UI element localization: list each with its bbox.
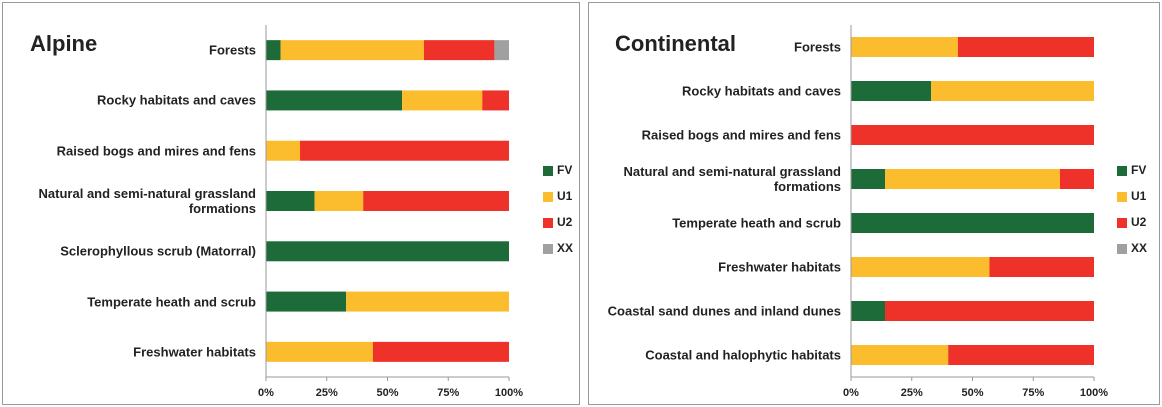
legend-swatch <box>543 244 553 254</box>
legend-label: U2 <box>1131 215 1147 229</box>
bar-segment <box>314 191 364 211</box>
bar-segment <box>266 90 403 111</box>
category-label: Rocky habitats and caves <box>682 83 841 99</box>
legend-swatch <box>543 192 553 202</box>
bar-segment <box>948 345 1094 365</box>
category-label: Raised bogs and mires and fens <box>641 127 841 143</box>
bar-segment <box>931 81 1094 101</box>
legend-swatch <box>1117 166 1127 176</box>
category-label: Temperate heath and scrub <box>87 294 256 310</box>
legend-label: U1 <box>557 189 573 203</box>
category-label: Forests <box>209 42 256 58</box>
category-label: Coastal sand dunes and inland dunes <box>607 303 841 319</box>
bar-segment <box>300 140 509 161</box>
category-label: Freshwater habitats <box>718 259 841 275</box>
chart-title: Alpine <box>30 31 97 56</box>
legend-label: XX <box>1131 241 1147 255</box>
x-tick-label: 100% <box>495 387 523 399</box>
category-label: Forests <box>794 39 841 55</box>
x-tick-label: 25% <box>901 387 923 399</box>
bar-segment <box>494 40 509 61</box>
bar-segment <box>851 81 932 101</box>
legend-swatch <box>543 166 553 176</box>
x-tick-label: 75% <box>1022 387 1044 399</box>
legend-label: U2 <box>557 215 573 229</box>
bar-segment <box>957 37 1094 57</box>
bar-segment <box>851 301 886 321</box>
bar-segment <box>372 341 509 362</box>
bar-segment <box>885 169 1060 189</box>
bar-segment <box>851 213 1094 233</box>
bar-segment <box>851 345 949 365</box>
panel-alpine <box>2 2 580 405</box>
bar-segment <box>266 191 315 211</box>
bar-segment <box>851 125 1094 145</box>
bar-segment <box>402 90 483 111</box>
bar-segment <box>346 291 509 312</box>
bar-segment <box>851 257 990 277</box>
x-tick-label: 25% <box>316 387 338 399</box>
bar-segment <box>266 140 301 161</box>
legend-label: U1 <box>1131 189 1147 203</box>
bar-segment <box>851 37 958 57</box>
legend-label: FV <box>1131 163 1146 177</box>
panel-continental <box>588 2 1160 405</box>
category-label: Temperate heath and scrub <box>672 215 841 231</box>
x-tick-label: 0% <box>258 387 274 399</box>
legend-swatch <box>543 218 553 228</box>
legend-swatch <box>1117 218 1127 228</box>
x-tick-label: 75% <box>437 387 459 399</box>
bar-segment <box>266 241 509 262</box>
bar-segment <box>851 169 886 189</box>
bar-segment <box>280 40 424 61</box>
x-tick-label: 50% <box>376 387 398 399</box>
x-tick-label: 100% <box>1080 387 1108 399</box>
x-tick-label: 0% <box>843 387 859 399</box>
legend-label: XX <box>557 241 573 255</box>
bar-segment <box>266 40 281 61</box>
x-tick-label: 50% <box>961 387 983 399</box>
category-label: Coastal and halophytic habitats <box>645 347 841 363</box>
category-label: Raised bogs and mires and fens <box>56 143 256 159</box>
category-label: Natural and semi-natural grassland forma… <box>38 186 256 216</box>
category-label: Rocky habitats and caves <box>97 92 256 108</box>
legend-label: FV <box>557 163 572 177</box>
bar-segment <box>266 341 373 362</box>
legend-swatch <box>1117 244 1127 254</box>
category-label: Sclerophyllous scrub (Matorral) <box>60 243 256 259</box>
bar-segment <box>1059 169 1094 189</box>
bar-segment <box>363 191 509 211</box>
bar-segment <box>885 301 1094 321</box>
bar-segment <box>266 291 347 312</box>
legend-swatch <box>1117 192 1127 202</box>
bar-segment <box>423 40 495 61</box>
category-label: Freshwater habitats <box>133 344 256 360</box>
bar-segment <box>989 257 1094 277</box>
bar-segment <box>482 90 509 111</box>
category-label: Natural and semi-natural grassland forma… <box>623 164 841 194</box>
chart-title: Continental <box>615 31 736 56</box>
